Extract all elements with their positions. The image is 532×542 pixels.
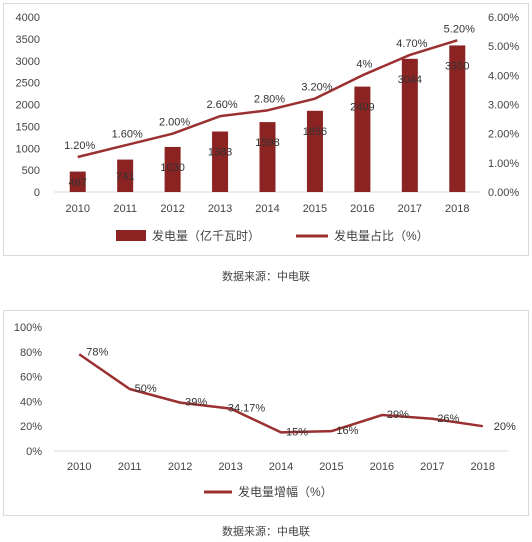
bar-value-label: 1856: [303, 126, 327, 138]
x-tick-label: 2018: [445, 203, 469, 215]
line-value-label: 34.17%: [228, 403, 266, 415]
y-tick-label: 100%: [14, 322, 42, 334]
bar: [212, 131, 229, 192]
source-caption-1: 数据来源：中电联: [222, 270, 310, 283]
x-tick-label: 2015: [319, 461, 343, 473]
y-left-tick-label: 3000: [16, 56, 40, 68]
growth-chart: 0% 20% 40% 60% 80% 100% 2010 2011 2012 2013 2014 20…: [14, 322, 516, 499]
line-value-label: 20%: [494, 421, 516, 433]
legend-line-label: 发电量占比（%）: [334, 228, 429, 243]
bar-value-label: 1383: [208, 146, 232, 158]
x-tick-label: 2010: [65, 203, 89, 215]
line-value-label: 5.20%: [444, 23, 475, 35]
bar-value-label: 1030: [160, 162, 184, 174]
bar-value-label: 1598: [255, 137, 279, 149]
chart-panel-growth: 0% 20% 40% 60% 80% 100% 2010 2011 2012 2013 2014 20…: [3, 310, 529, 516]
bar: [259, 122, 276, 192]
x-tick-label: 2016: [350, 203, 374, 215]
bar: [449, 45, 466, 192]
x-tick-label: 2014: [269, 461, 293, 473]
x-tick-label: 2010: [67, 461, 91, 473]
line-value-label: 26%: [437, 413, 459, 425]
y-right-tick-label: 0.00%: [488, 187, 519, 199]
y-left-tick-label: 1000: [16, 143, 40, 155]
line-value-label: 39%: [185, 397, 207, 409]
x-tick-label: 2012: [168, 461, 192, 473]
bar: [354, 86, 371, 192]
line-value-label: 50%: [135, 383, 157, 395]
y-tick-label: 20%: [20, 421, 42, 433]
x-tick-label: 2012: [160, 203, 184, 215]
line-value-label: 2.80%: [254, 93, 285, 105]
y-right-tick-label: 6.00%: [488, 12, 519, 24]
x-tick-label: 2013: [208, 203, 232, 215]
y-right-tick-label: 1.00%: [488, 158, 519, 170]
x-tick-label: 2011: [113, 203, 137, 215]
y-tick-label: 60%: [20, 372, 42, 384]
y-right-tick-label: 5.00%: [488, 41, 519, 53]
y-left-tick-label: 3500: [16, 34, 40, 46]
x-tick-label: 2014: [255, 203, 279, 215]
line-value-label: 3.20%: [301, 82, 332, 94]
legend-bar-label: 发电量（亿千瓦时）: [152, 228, 260, 243]
x-tick-label: 2011: [118, 461, 142, 473]
source-caption-2: 数据来源：中电联: [222, 525, 310, 538]
bar-value-label: 3044: [398, 74, 422, 86]
bar: [306, 110, 323, 192]
x-tick-label: 2016: [370, 461, 394, 473]
x-tick-label: 2018: [471, 461, 495, 473]
y-left-tick-label: 2000: [16, 100, 40, 112]
line-value-label: 15%: [286, 426, 308, 438]
line-value-label: 78%: [86, 346, 108, 358]
x-tick-label: 2017: [398, 203, 422, 215]
generation-chart: 0 500 1000 1500 2000 2500 3000 3500 4000 0.00% 1.0…: [16, 12, 520, 243]
growth-line: [78, 353, 483, 434]
y-left-tick-label: 0: [34, 187, 40, 199]
share-line: [77, 39, 458, 159]
bar: [117, 159, 134, 192]
y-left-tick-label: 1500: [16, 121, 40, 133]
line-value-label: 1.60%: [112, 128, 143, 140]
line-value-label: 4%: [356, 58, 372, 70]
y-tick-label: 40%: [20, 396, 42, 408]
y-tick-label: 80%: [20, 347, 42, 359]
y-left-tick-label: 2500: [16, 78, 40, 90]
line-value-label: 4.70%: [396, 38, 427, 50]
legend-bar-swatch: [116, 230, 146, 241]
legend-line-label: 发电量增幅（%）: [238, 484, 333, 499]
y-left-tick-label: 500: [22, 165, 40, 177]
bar: [164, 146, 181, 192]
bar-value-label: 741: [116, 171, 134, 183]
y-tick-label: 0%: [26, 446, 42, 458]
x-tick-label: 2013: [218, 461, 242, 473]
x-tick-label: 2017: [420, 461, 444, 473]
bar-value-label: 2409: [350, 102, 374, 114]
y-right-tick-label: 4.00%: [488, 70, 519, 82]
y-right-tick-label: 3.00%: [488, 100, 519, 112]
x-tick-label: 2015: [303, 203, 327, 215]
line-value-label: 2.60%: [206, 99, 237, 111]
bar-value-label: 3350: [445, 60, 469, 72]
line-value-label: 16%: [336, 425, 358, 437]
bar: [69, 171, 86, 192]
y-left-tick-label: 4000: [16, 12, 40, 24]
bar-value-label: 467: [69, 177, 87, 189]
y-right-tick-label: 2.00%: [488, 129, 519, 141]
line-value-label: 2.00%: [159, 117, 190, 129]
line-value-label: 29%: [387, 409, 409, 421]
chart-panel-generation: 0 500 1000 1500 2000 2500 3000 3500 4000 0.00% 1.0…: [3, 3, 529, 256]
line-value-label: 1.20%: [64, 140, 95, 152]
bar: [401, 58, 418, 193]
